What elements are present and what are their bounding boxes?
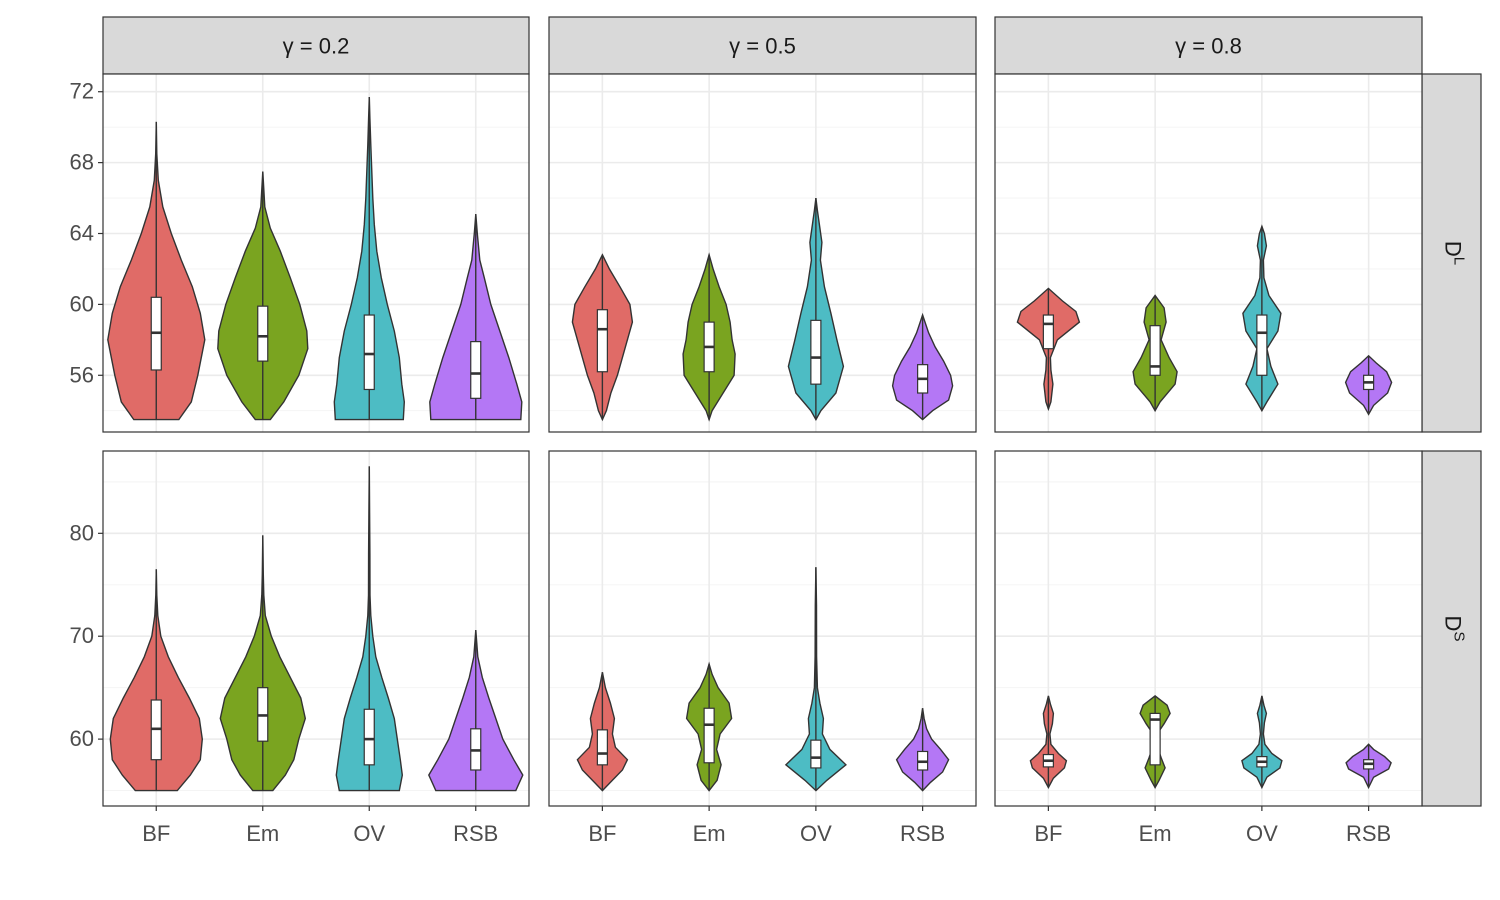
panel-border	[102, 450, 530, 807]
x-tick-label: OV	[800, 821, 832, 846]
row-strip-0: DL	[1421, 73, 1482, 433]
column-strip-2: γ = 0.8	[994, 16, 1423, 75]
violin-box	[596, 729, 608, 766]
violin-ov-r1-c2	[1241, 695, 1283, 790]
column-strip-bg	[548, 16, 977, 75]
row-strip-1: DS	[1421, 450, 1482, 807]
violin-em-r1-c1	[685, 661, 733, 792]
panel-background	[549, 451, 976, 806]
violin-rsb-r1-c2	[1345, 743, 1392, 790]
y-tick-label: 80	[70, 520, 94, 545]
violin-bf-r0-c1	[571, 253, 634, 422]
x-tick-label: Em	[1139, 821, 1172, 846]
violin-em-r1-c2	[1139, 695, 1171, 789]
x-tick-label: OV	[353, 821, 385, 846]
x-tick-label: RSB	[453, 821, 498, 846]
violin-ov-r1-c0	[335, 466, 404, 792]
violin-ov-r0-c0	[333, 96, 406, 421]
column-strip-bg	[102, 16, 530, 75]
row-strip-bg	[1421, 73, 1482, 433]
violin-box	[1256, 314, 1268, 376]
row-strip-label-superscript: L	[1451, 257, 1468, 265]
violin-rsb-r0-c1	[891, 312, 954, 421]
violin-ov-r0-c1	[787, 198, 845, 422]
panel-r1-c2	[994, 450, 1423, 807]
violin-ov-r0-c2	[1242, 224, 1282, 413]
x-tick-label: RSB	[1346, 821, 1391, 846]
violin-rsb-r1-c0	[428, 629, 524, 792]
x-axis-col-1: BF Em OV RSB	[588, 806, 945, 846]
violin-box	[1042, 314, 1054, 350]
violin-box	[596, 309, 608, 373]
violin-box	[257, 305, 269, 362]
violin-em-r1-c0	[219, 535, 307, 792]
y-tick-label: 56	[70, 362, 94, 387]
violin-bf-r0-c0	[107, 121, 206, 421]
column-strip-label: γ = 0.5	[729, 34, 796, 59]
x-axis-col-0: BF Em OV RSB	[142, 806, 498, 846]
panel-background	[995, 451, 1422, 806]
x-tick-label: Em	[693, 821, 726, 846]
violin-box	[703, 707, 715, 764]
y-tick-label: 60	[70, 726, 94, 751]
violin-box	[363, 708, 375, 766]
violin-rsb-r1-c1	[895, 708, 950, 792]
violin-box	[1149, 712, 1161, 766]
violin-rsb-r0-c0	[429, 213, 523, 421]
y-axis-row-0: 56 60 64 68 72	[70, 79, 103, 387]
panel-r0-c2	[994, 73, 1423, 433]
x-axis-col-2: BF Em OV RSB	[1034, 806, 1391, 846]
x-tick-label: OV	[1246, 821, 1278, 846]
x-tick-label: BF	[1034, 821, 1062, 846]
panel-r0-c0	[102, 73, 530, 433]
panel-r1-c1	[548, 450, 977, 807]
row-strip-label: DL	[1441, 241, 1468, 265]
row-strip-bg	[1421, 450, 1482, 807]
violin-em-r0-c0	[217, 171, 309, 421]
y-tick-label: 68	[70, 150, 94, 175]
panel-border	[548, 450, 977, 807]
column-strip-bg	[994, 16, 1423, 75]
panel-border	[994, 73, 1423, 433]
row-strip-label-main: D	[1441, 616, 1466, 632]
x-tick-label: BF	[588, 821, 616, 846]
column-strip-1: γ = 0.5	[548, 16, 977, 75]
violin-bf-r0-c2	[1016, 287, 1081, 412]
column-strip-label: γ = 0.8	[1175, 34, 1242, 59]
row-strip-label-main: D	[1441, 241, 1466, 257]
column-strip-0: γ = 0.2	[102, 16, 530, 75]
y-tick-label: 64	[70, 221, 94, 246]
violin-box	[363, 314, 375, 391]
row-strip-label: DS	[1441, 616, 1468, 642]
violin-em-r0-c2	[1132, 294, 1178, 413]
panel-r0-c1	[548, 73, 977, 433]
y-axis-row-1: 60 70 80	[70, 520, 103, 751]
violin-bf-r1-c0	[109, 569, 204, 792]
violin-box	[810, 739, 822, 769]
violin-em-r0-c1	[682, 252, 736, 422]
violin-bf-r1-c1	[576, 672, 629, 792]
violin-box	[470, 341, 482, 399]
violin-box	[1149, 325, 1161, 376]
column-strip-label: γ = 0.2	[283, 34, 350, 59]
violin-ov-r1-c1	[784, 567, 847, 792]
violin-bf-r1-c2	[1029, 695, 1068, 789]
panel-r1-c0	[102, 450, 530, 807]
x-tick-label: BF	[142, 821, 170, 846]
violin-box	[810, 319, 822, 385]
y-tick-label: 70	[70, 623, 94, 648]
row-strip-label-superscript: S	[1451, 631, 1468, 641]
panel-border	[548, 73, 977, 433]
x-tick-label: RSB	[900, 821, 945, 846]
panel-border	[102, 73, 530, 433]
y-tick-label: 72	[70, 79, 94, 104]
y-tick-label: 60	[70, 291, 94, 316]
x-tick-label: Em	[246, 821, 279, 846]
panel-border	[994, 450, 1423, 807]
violin-rsb-r0-c2	[1344, 354, 1393, 416]
